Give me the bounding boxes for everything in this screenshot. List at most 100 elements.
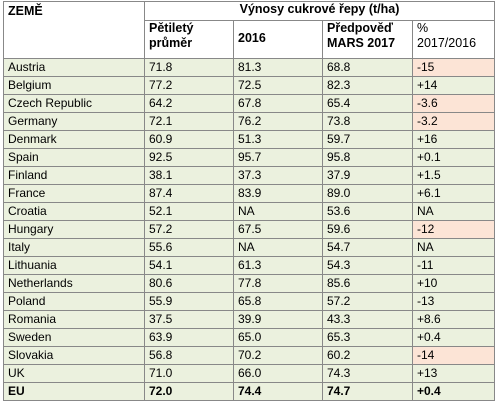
value-cell: 39.9 [233,310,323,329]
table-row: France 87.4 83.9 89.0 +6.1 [3,184,495,203]
country-cell: Finland [3,166,145,185]
yield-table: ZEMĚ Výnosy cukrové řepy (t/ha) Pětiletý… [3,1,495,401]
value-cell: 56.8 [144,346,234,365]
value-cell: -15 [412,58,495,77]
value-cell: 37.5 [144,310,234,329]
value-cell: 76.2 [233,112,323,131]
value-cell: +6.1 [412,184,495,203]
header-cell: Pětiletý průměr [144,20,234,59]
value-cell: 74.3 [322,364,413,383]
country-cell: EU [3,382,145,401]
country-cell: Netherlands [3,274,145,293]
country-cell: France [3,184,145,203]
table-row: Poland 55.9 65.8 57.2 -13 [3,292,495,311]
value-cell: 60.2 [322,346,413,365]
value-cell: +14 [412,76,495,95]
value-cell: 66.0 [233,364,323,383]
country-cell: Austria [3,58,145,77]
value-cell: 72.0 [144,382,234,401]
value-cell: +10 [412,274,495,293]
value-cell: -12 [412,220,495,239]
value-cell: 63.9 [144,328,234,347]
value-cell: 77.8 [233,274,323,293]
value-cell: 73.8 [322,112,413,131]
table-title: Výnosy cukrové řepy (t/ha) [144,1,495,21]
table-row: Italy 55.6 NA 54.7 NA [3,238,495,257]
value-cell: 95.8 [322,148,413,167]
value-cell: 72.5 [233,76,323,95]
value-cell: +0.4 [412,382,495,401]
country-cell: Germany [3,112,145,131]
value-cell: 77.2 [144,76,234,95]
value-cell: -11 [412,256,495,275]
value-cell: 74.7 [322,382,413,401]
table-row: Belgium 77.2 72.5 82.3 +14 [3,76,495,95]
value-cell: 83.9 [233,184,323,203]
table-row: Finland 38.1 37.3 37.9 +1.5 [3,166,495,185]
value-cell: +0.1 [412,148,495,167]
value-cell: 55.9 [144,292,234,311]
value-cell: 64.2 [144,94,234,113]
value-cell: 54.7 [322,238,413,257]
table-row: Hungary 57.2 67.5 59.6 -12 [3,220,495,239]
value-cell: 61.3 [233,256,323,275]
header-cell: ZEMĚ [3,1,145,59]
country-cell: Slovakia [3,346,145,365]
table-row: Germany 72.1 76.2 73.8 -3.2 [3,112,495,131]
country-cell: Czech Republic [3,94,145,113]
value-cell: 43.3 [322,310,413,329]
value-cell: 57.2 [144,220,234,239]
value-cell: 72.1 [144,112,234,131]
value-cell: 87.4 [144,184,234,203]
value-cell: NA [233,238,323,257]
value-cell: +16 [412,130,495,149]
value-cell: -13 [412,292,495,311]
table-row: Sweden 63.9 65.0 65.3 +0.4 [3,328,495,347]
country-cell: Denmark [3,130,145,149]
value-cell: 74.4 [233,382,323,401]
value-cell: 51.3 [233,130,323,149]
value-cell: 85.6 [322,274,413,293]
country-cell: Croatia [3,202,145,221]
value-cell: 37.9 [322,166,413,185]
value-cell: 54.3 [322,256,413,275]
country-cell: Sweden [3,328,145,347]
table-row: Spain 92.5 95.7 95.8 +0.1 [3,148,495,167]
value-cell: 80.6 [144,274,234,293]
value-cell: 71.0 [144,364,234,383]
value-cell: 92.5 [144,148,234,167]
table-row: Netherlands 80.6 77.8 85.6 +10 [3,274,495,293]
table-row: Romania 37.5 39.9 43.3 +8.6 [3,310,495,329]
header-cell: Předpověď MARS 2017 [322,20,413,59]
value-cell: 81.3 [233,58,323,77]
value-cell: 65.8 [233,292,323,311]
value-cell: 52.1 [144,202,234,221]
value-cell: +0.4 [412,328,495,347]
value-cell: 68.8 [322,58,413,77]
value-cell: +8.6 [412,310,495,329]
table-row: Austria 71.8 81.3 68.8 -15 [3,58,495,77]
value-cell: 55.6 [144,238,234,257]
header-cell: % 2017/2016 [412,20,495,59]
value-cell: 53.6 [322,202,413,221]
value-cell: 60.9 [144,130,234,149]
value-cell: -3.6 [412,94,495,113]
value-cell: NA [412,202,495,221]
table-row: EU 72.0 74.4 74.7 +0.4 [3,382,495,401]
value-cell: 95.7 [233,148,323,167]
value-cell: 59.7 [322,130,413,149]
country-cell: Lithuania [3,256,145,275]
value-cell: NA [412,238,495,257]
value-cell: 59.6 [322,220,413,239]
country-cell: Italy [3,238,145,257]
value-cell: 57.2 [322,292,413,311]
value-cell: 37.3 [233,166,323,185]
value-cell: 70.2 [233,346,323,365]
value-cell: +1.5 [412,166,495,185]
value-cell: -14 [412,346,495,365]
value-cell: +13 [412,364,495,383]
table-row: Czech Republic 64.2 67.8 65.4 -3.6 [3,94,495,113]
value-cell: 67.8 [233,94,323,113]
table-row: Denmark 60.9 51.3 59.7 +16 [3,130,495,149]
table-row: Slovakia 56.8 70.2 60.2 -14 [3,346,495,365]
